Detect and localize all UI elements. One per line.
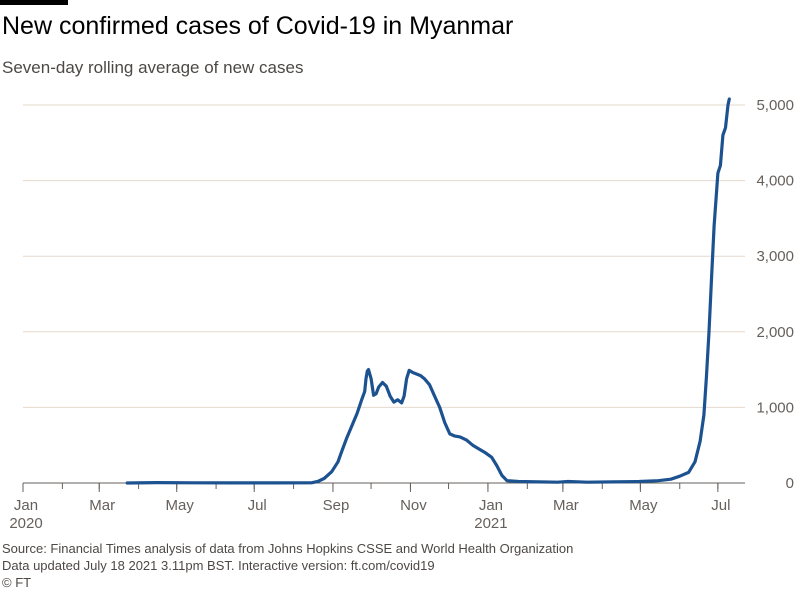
y-tick-label: 4,000: [756, 173, 794, 190]
x-tick-label: May: [629, 497, 658, 514]
chart-title: New confirmed cases of Covid-19 in Myanm…: [2, 12, 514, 40]
y-tick-label: 3,000: [756, 248, 794, 265]
updated-note: Data updated July 18 2021 3.11pm BST. In…: [2, 558, 435, 573]
x-tick-label: Nov: [400, 497, 427, 514]
x-tick-label: Sep: [323, 497, 350, 514]
chart-subtitle: Seven-day rolling average of new cases: [2, 58, 304, 77]
series-layer: [125, 97, 731, 485]
y-axis-labels: 0 1,000 2,000 3,000 4,000 5,000: [756, 97, 794, 492]
y-tick-label: 0: [786, 475, 794, 492]
series-line: [125, 97, 731, 485]
x-tick-label: Mar: [553, 497, 579, 514]
x-tick-label: Jan: [14, 497, 38, 514]
x-tick-label: Jul: [248, 497, 267, 514]
x-year-label: 2020: [9, 515, 42, 532]
x-tick-label: Mar: [89, 497, 115, 514]
x-tick-label: Jan: [479, 497, 503, 514]
ft-top-rule: [0, 0, 68, 5]
x-tick-label: May: [166, 497, 195, 514]
y-tick-label: 5,000: [756, 97, 794, 114]
gridlines: [23, 104, 745, 408]
y-tick-label: 1,000: [756, 399, 794, 416]
x-tick-label: Jul: [711, 497, 730, 514]
source-note: Source: Financial Times analysis of data…: [2, 541, 574, 556]
x-year-label: 2021: [474, 515, 507, 532]
y-tick-label: 2,000: [756, 324, 794, 341]
copyright-note: © FT: [2, 575, 32, 590]
